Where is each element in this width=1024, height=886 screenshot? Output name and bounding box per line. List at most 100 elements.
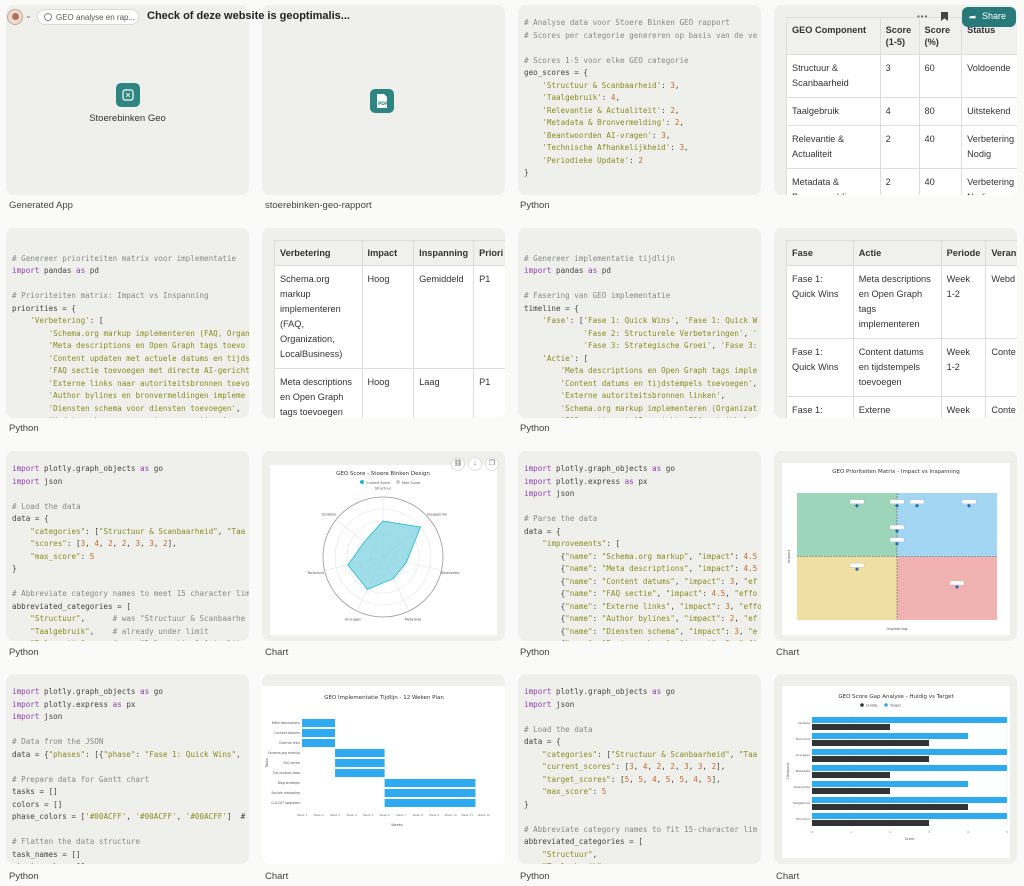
pdf-card[interactable]: PDF <box>262 5 505 195</box>
table-cell: Schema.org markup implementeren (FAQ, Or… <box>274 265 363 369</box>
table-header[interactable]: Priori <box>473 240 505 266</box>
code-line: # Load the data <box>12 501 81 511</box>
generated-app-card[interactable]: Stoerebinken Geo <box>6 5 249 195</box>
bar-current <box>812 724 890 730</box>
quadrant-bl <box>797 556 897 620</box>
data-table: Fase Actie Periode Veran Fase 1: Quick Wins M… <box>786 240 1017 418</box>
card-label: Python <box>9 871 39 882</box>
table-header[interactable]: GEO Component <box>786 17 881 55</box>
code-block: import plotly.graph_objects as go import … <box>12 686 249 864</box>
table-header[interactable]: Fase <box>786 240 854 266</box>
code-line: "max_score": 5 <box>30 551 95 561</box>
category-label: Technisch <box>794 737 810 741</box>
bar-current <box>812 804 968 810</box>
code-line: "scores": [3, 4, 2, 2, 3, 3, 2], <box>30 539 177 548</box>
bar-target <box>812 717 1007 723</box>
x-axis-title: Weeks <box>391 823 403 827</box>
code-line: # Scores per categorie genereren op basi… <box>524 30 758 40</box>
python-card[interactable]: import plotly.graph_objects as go import … <box>518 451 761 641</box>
code-line: "Taalgebruik", <box>524 861 761 864</box>
python-card[interactable]: import plotly.graph_objects as go import … <box>6 451 249 641</box>
code-line: # Data from the JSON <box>12 737 104 746</box>
chart-title: GEO Implementatie Tijdlijn - 12 Weken Pl… <box>324 695 444 701</box>
chart-card[interactable]: ⛓ ↓ ❐ GEO Score - Stoere Binken Design Cu… <box>262 451 505 641</box>
gantt-bar <box>384 799 476 807</box>
table-cell: Week 1- <box>940 396 987 418</box>
chart-card[interactable]: GEO Score Gap Analyse - Huidig vs Target… <box>774 674 1017 864</box>
table-row: Meta descriptions en Open Graph tags toe… <box>274 368 505 418</box>
download-icon[interactable]: ↓ <box>468 457 482 471</box>
task-label: Content datums <box>274 731 300 735</box>
data-point <box>855 567 859 571</box>
data-table: Verbetering Impact Inspanning Priori Schema.… <box>274 240 505 418</box>
code-line: import pandas as pd <box>524 266 611 275</box>
x-tick: Week 7 <box>396 813 407 817</box>
code-line: 'Fase': ['Fase 1: Quick Wins', 'Fase 1: … <box>542 316 758 325</box>
code-line: timeline = { <box>524 303 579 313</box>
code-line: "Structuur", # was "Structuur & Scanbaar… <box>30 614 246 623</box>
card-label: Python <box>9 647 39 658</box>
code-line: import plotly.graph_objects as go <box>12 687 163 696</box>
chevron-down-icon[interactable]: ⌄ <box>25 11 32 20</box>
card-label: Python <box>520 423 550 434</box>
table-cell: Uitstekend <box>961 97 1017 126</box>
pdf-icon: PDF <box>370 89 394 113</box>
more-icon[interactable]: ••• <box>917 12 929 21</box>
code-line: geo_scores = { <box>524 68 589 77</box>
table-cell: Gemiddeld <box>413 265 475 369</box>
python-card[interactable]: import plotly.graph_objects as go import … <box>518 674 761 864</box>
table-row: Taalgebruik 4 80 Uitstekend <box>786 97 1017 126</box>
code-line: "Taalgebruik", # already under limit <box>30 626 209 636</box>
data-point <box>967 504 971 508</box>
table-header[interactable]: Periode <box>940 240 987 266</box>
code-line: # Parse the data <box>524 514 598 523</box>
code-line: import plotly.graph_objects as go <box>524 464 675 473</box>
table-cell: Hoog <box>361 265 415 369</box>
bookmark-icon[interactable] <box>941 12 948 21</box>
table-header[interactable]: Verbetering <box>274 240 363 266</box>
legend-label: Huidig <box>866 704 877 708</box>
table-row: Fase 1: Quick Wins Meta descriptions en O… <box>786 265 1017 339</box>
x-tick: Week 8 <box>412 813 423 817</box>
table-header[interactable]: Actie <box>852 240 942 266</box>
x-axis-title: Score <box>905 837 915 841</box>
copy-icon[interactable]: ❐ <box>485 457 499 471</box>
code-line <box>12 576 249 589</box>
python-card[interactable]: # Genereer implementatie tijdlijn import … <box>518 228 761 418</box>
code-block: # Analyse data voor Stoere Binken GEO ra… <box>524 17 761 195</box>
code-line: priorities = { <box>12 303 77 313</box>
table-header[interactable]: Impact <box>361 240 415 266</box>
chart-card[interactable]: GEO Implementatie Tijdlijn - 12 Weken Pl… <box>262 674 505 864</box>
task-label: Div product data <box>273 771 300 775</box>
legend-label: Target <box>889 704 901 708</box>
x-tick: 3 <box>928 830 930 834</box>
code-line <box>12 824 249 837</box>
table-cell: Voldoende <box>961 54 1017 98</box>
code-line: # Flatten the data structure <box>12 837 141 846</box>
code-line: "improvements": [ <box>542 539 621 548</box>
table-card[interactable]: Verbetering Impact Inspanning Priori Schema.… <box>262 228 505 418</box>
table-card[interactable]: GEO Component Score (1-5) Score (%) Status S… <box>774 5 1017 195</box>
chart-card[interactable]: GEO Prioriteiten Matrix - Impact vs Insp… <box>774 451 1017 641</box>
share-button[interactable]: ➦ Share <box>962 7 1016 27</box>
python-card[interactable]: import plotly.graph_objects as go import … <box>6 674 249 864</box>
table-cell: Content datums en tijdstempels toevoegen <box>852 338 942 397</box>
python-card[interactable]: # Analyse data voor Stoere Binken GEO ra… <box>518 5 761 195</box>
table-header[interactable]: Score (%) <box>918 17 963 55</box>
code-line: 'Actie': [ <box>542 353 589 363</box>
chat-title-pill[interactable]: GEO analyse en rap... <box>37 9 139 25</box>
table-header[interactable]: Score (1-5) <box>879 17 920 55</box>
avatar[interactable] <box>7 9 23 25</box>
table-cell: Meta descriptions en Open Graph tags imp… <box>852 265 942 339</box>
table-card[interactable]: Fase Actie Periode Veran Fase 1: Quick Wins M… <box>774 228 1017 418</box>
x-tick: 5 <box>1006 830 1008 834</box>
gantt-bar <box>335 749 385 757</box>
table-cell: Meta descriptions en Open Graph tags toe… <box>274 368 363 418</box>
python-card[interactable]: # Genereer prioriteiten matrix voor impl… <box>6 228 249 418</box>
bar-current <box>812 740 929 746</box>
table-header[interactable]: Inspanning <box>413 240 475 266</box>
table-cell: Verbetering Nodig <box>961 125 1017 169</box>
table-header[interactable]: Veran <box>985 240 1017 266</box>
link-icon[interactable]: ⛓ <box>451 457 465 471</box>
code-line: "max_score": 5 <box>542 787 607 796</box>
